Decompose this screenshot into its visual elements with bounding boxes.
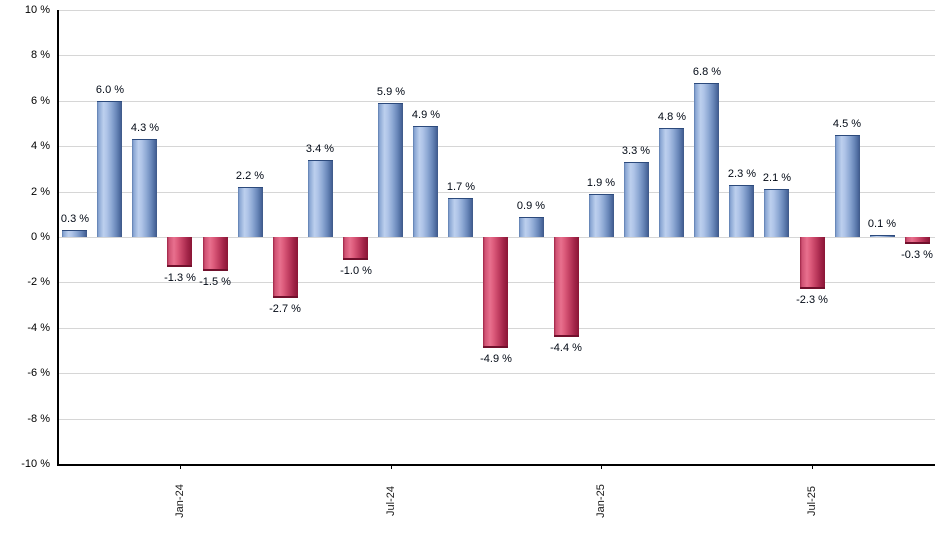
bar-value-label: -2.7 % (269, 303, 301, 315)
x-axis-tick-label: Jul-25 (806, 486, 818, 516)
y-axis-tick-label: 6 % (31, 95, 50, 107)
bar[interactable] (659, 128, 684, 237)
bar-value-label: -1.0 % (340, 265, 372, 277)
gridline (57, 192, 935, 193)
bar-value-label: 2.1 % (762, 172, 792, 184)
bar-value-label: 4.9 % (411, 109, 441, 121)
bar[interactable] (167, 237, 192, 267)
x-axis-tick (180, 464, 181, 469)
bar[interactable] (694, 83, 719, 237)
gridline (57, 55, 935, 56)
y-axis-tick-label: 4 % (31, 140, 50, 152)
bar[interactable] (764, 189, 789, 237)
x-axis-tick (601, 464, 602, 469)
bar[interactable] (448, 198, 473, 237)
gridline (57, 146, 935, 147)
bar-value-label: 4.3 % (130, 122, 160, 134)
bar[interactable] (870, 235, 895, 237)
y-axis-line (57, 10, 59, 466)
bar-value-label: 0.9 % (516, 200, 546, 212)
bar[interactable] (483, 237, 508, 348)
x-axis-tick-label: Jan-24 (174, 484, 186, 518)
bar-value-label: -1.3 % (164, 272, 196, 284)
y-axis-tick-label: 2 % (31, 186, 50, 198)
bar-value-label: 2.2 % (235, 170, 265, 182)
bar-value-label: -2.3 % (796, 294, 828, 306)
gridline (57, 101, 935, 102)
bar[interactable] (203, 237, 228, 271)
x-axis-tick-label: Jul-24 (385, 486, 397, 516)
y-axis-tick-label: -4 % (27, 322, 50, 334)
bar-value-label: -4.4 % (550, 342, 582, 354)
bar[interactable] (835, 135, 860, 237)
x-axis-tick (812, 464, 813, 469)
bar-value-label: 4.8 % (657, 111, 687, 123)
bar[interactable] (519, 217, 544, 237)
y-axis-tick-label: -6 % (27, 367, 50, 379)
gridline (57, 373, 935, 374)
bar-value-label: 0.1 % (867, 218, 897, 230)
gridline (57, 10, 935, 11)
gridline (57, 419, 935, 420)
bar-value-label: 2.3 % (727, 168, 757, 180)
bar[interactable] (413, 126, 438, 237)
bar-value-label: 1.9 % (586, 177, 616, 189)
bar[interactable] (589, 194, 614, 237)
bar[interactable] (238, 187, 263, 237)
bar[interactable] (554, 237, 579, 337)
x-axis-line (57, 464, 935, 466)
y-axis-tick-label: -2 % (27, 276, 50, 288)
y-axis-tick-label: -10 % (21, 458, 50, 470)
y-axis-tick-label: -8 % (27, 413, 50, 425)
bar-value-label: -4.9 % (480, 353, 512, 365)
y-axis-tick-label: 0 % (31, 231, 50, 243)
bar[interactable] (729, 185, 754, 237)
bar[interactable] (800, 237, 825, 289)
bar-value-label: 0.3 % (60, 213, 90, 225)
bar-value-label: 6.0 % (95, 84, 125, 96)
bar[interactable] (308, 160, 333, 237)
bar-value-label: 3.3 % (621, 145, 651, 157)
bar[interactable] (62, 230, 87, 237)
bar[interactable] (343, 237, 368, 260)
x-axis-tick-label: Jan-25 (595, 484, 607, 518)
bar-value-label: -1.5 % (199, 276, 231, 288)
y-axis-tick-label: 8 % (31, 49, 50, 61)
bar[interactable] (378, 103, 403, 237)
bar-value-label: 3.4 % (305, 143, 335, 155)
y-axis-tick-label: 10 % (24, 4, 50, 16)
bar-value-label: 1.7 % (446, 181, 476, 193)
bar-value-label: 4.5 % (832, 118, 862, 130)
bar-value-label: 5.9 % (376, 86, 406, 98)
bar[interactable] (273, 237, 298, 298)
bar[interactable] (905, 237, 930, 244)
bar[interactable] (97, 101, 122, 237)
x-axis-tick (391, 464, 392, 469)
bar[interactable] (132, 139, 157, 237)
bar-value-label: -0.3 % (901, 249, 933, 261)
bar[interactable] (624, 162, 649, 237)
bar-value-label: 6.8 % (692, 66, 722, 78)
